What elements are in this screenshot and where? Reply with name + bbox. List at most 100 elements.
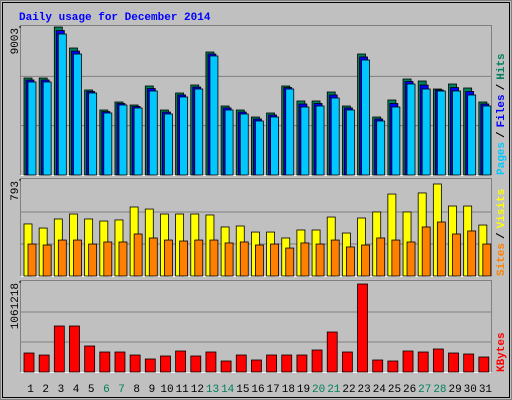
bar	[315, 243, 325, 277]
bar	[118, 104, 128, 176]
bar	[417, 351, 429, 373]
bar	[27, 81, 37, 176]
bar	[315, 105, 325, 176]
bar	[482, 243, 492, 277]
bar	[73, 239, 82, 277]
y-tick-label: 1061218	[10, 283, 22, 329]
bar	[421, 226, 431, 277]
x-tick-label: 14	[221, 384, 235, 396]
x-tick-label: 1	[27, 384, 34, 396]
bar	[345, 109, 355, 176]
x-tick-label: 22	[342, 384, 355, 396]
bar	[220, 360, 232, 373]
bar	[463, 353, 475, 373]
bar	[406, 241, 416, 277]
bar	[42, 81, 52, 176]
bar	[209, 55, 219, 176]
bar	[84, 345, 96, 373]
x-tick-label: 3	[58, 384, 65, 396]
bar	[179, 240, 189, 277]
bar	[133, 107, 143, 176]
x-tick-label: 2	[42, 384, 49, 396]
bar	[224, 109, 234, 176]
bar	[57, 33, 67, 176]
bar	[205, 351, 217, 373]
x-tick-label: 17	[267, 384, 280, 396]
bar	[133, 233, 143, 277]
bar	[266, 354, 277, 373]
bar	[345, 246, 355, 277]
bar	[281, 354, 293, 373]
bar	[57, 239, 67, 277]
bar	[391, 239, 401, 277]
bar	[114, 351, 126, 373]
bar	[376, 237, 386, 277]
bar	[311, 349, 323, 373]
bar	[452, 90, 461, 176]
legend: Sites / Visits	[496, 189, 508, 276]
x-tick-label: 19	[297, 384, 310, 396]
bar	[467, 94, 477, 176]
bar	[88, 92, 98, 176]
x-tick-label: 29	[448, 384, 461, 396]
y-tick-label: 793	[10, 181, 22, 201]
x-tick-label: 7	[118, 384, 125, 396]
bar	[164, 113, 173, 176]
bar	[376, 120, 386, 176]
bar	[148, 237, 158, 277]
bar	[88, 243, 98, 277]
bar	[361, 59, 370, 176]
bar	[103, 112, 113, 176]
legend-entry: Files	[496, 94, 508, 127]
bar	[478, 356, 490, 373]
bar	[421, 88, 431, 176]
bar	[436, 221, 446, 277]
bar	[402, 350, 414, 373]
x-tick-label: 8	[133, 384, 140, 396]
bar	[103, 241, 113, 277]
x-tick-label: 28	[433, 384, 446, 396]
bar	[372, 359, 384, 373]
bar	[209, 239, 219, 277]
y-tick-label: 9003	[10, 28, 22, 54]
bar	[452, 233, 461, 277]
bar	[235, 354, 247, 373]
bar	[99, 351, 111, 373]
bar	[300, 106, 310, 176]
bar	[391, 106, 401, 176]
bar	[330, 239, 340, 277]
x-tick-label: 6	[103, 384, 110, 396]
legend-separator: /	[496, 131, 508, 138]
bar	[194, 239, 204, 277]
x-tick-label: 24	[373, 384, 387, 396]
legend-entry: Visits	[496, 189, 508, 229]
bar	[239, 241, 249, 277]
x-tick-label: 15	[236, 384, 249, 396]
bar	[448, 352, 459, 373]
bar	[194, 88, 204, 176]
bar	[387, 360, 399, 373]
bar	[255, 120, 264, 176]
legend-separator: /	[496, 232, 508, 239]
x-tick-label: 18	[282, 384, 295, 396]
x-tick-label: 27	[418, 384, 431, 396]
bar	[467, 230, 477, 277]
bar	[357, 283, 368, 373]
x-tick-label: 16	[251, 384, 264, 396]
legend: KBytes	[496, 332, 508, 372]
bar	[406, 83, 416, 176]
bar	[361, 244, 370, 277]
x-tick-label: 23	[358, 384, 371, 396]
bar	[239, 113, 249, 176]
bar	[160, 355, 171, 373]
bar	[255, 244, 264, 277]
bar	[38, 354, 50, 373]
bar	[190, 355, 202, 373]
x-tick-label: 31	[479, 384, 493, 396]
legend-entry: Hits	[496, 53, 508, 79]
x-tick-label: 26	[403, 384, 416, 396]
bar	[482, 105, 492, 176]
x-tick-label: 25	[388, 384, 401, 396]
x-tick-label: 5	[88, 384, 95, 396]
bar	[300, 242, 310, 277]
